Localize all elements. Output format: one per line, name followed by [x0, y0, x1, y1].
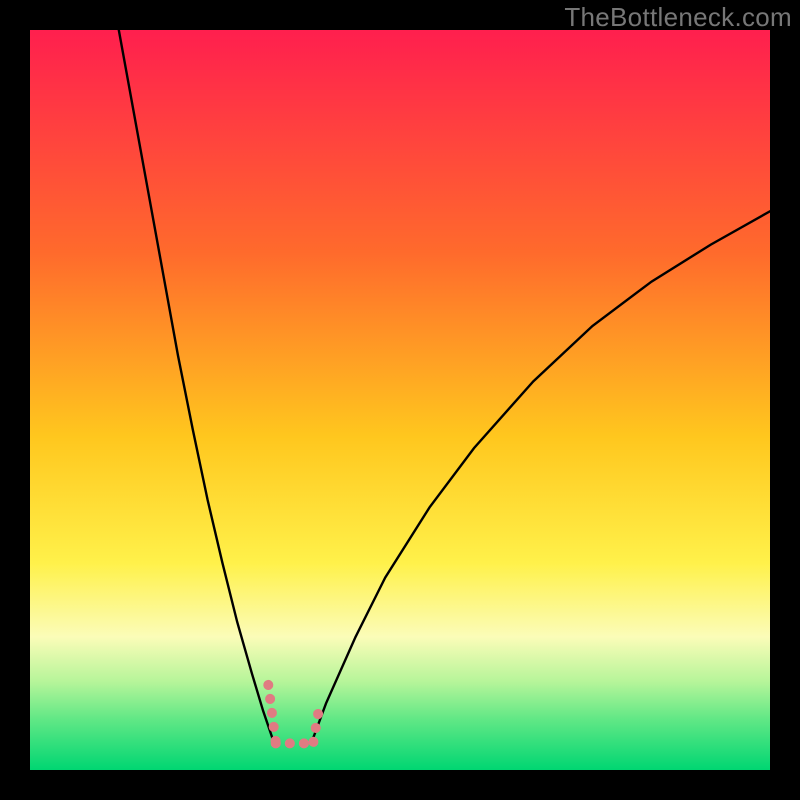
figure-frame: TheBottleneck.com [0, 0, 800, 800]
plot-area [30, 30, 770, 770]
watermark-text: TheBottleneck.com [564, 2, 792, 33]
chart-svg [30, 30, 770, 770]
gradient-background [30, 30, 770, 770]
